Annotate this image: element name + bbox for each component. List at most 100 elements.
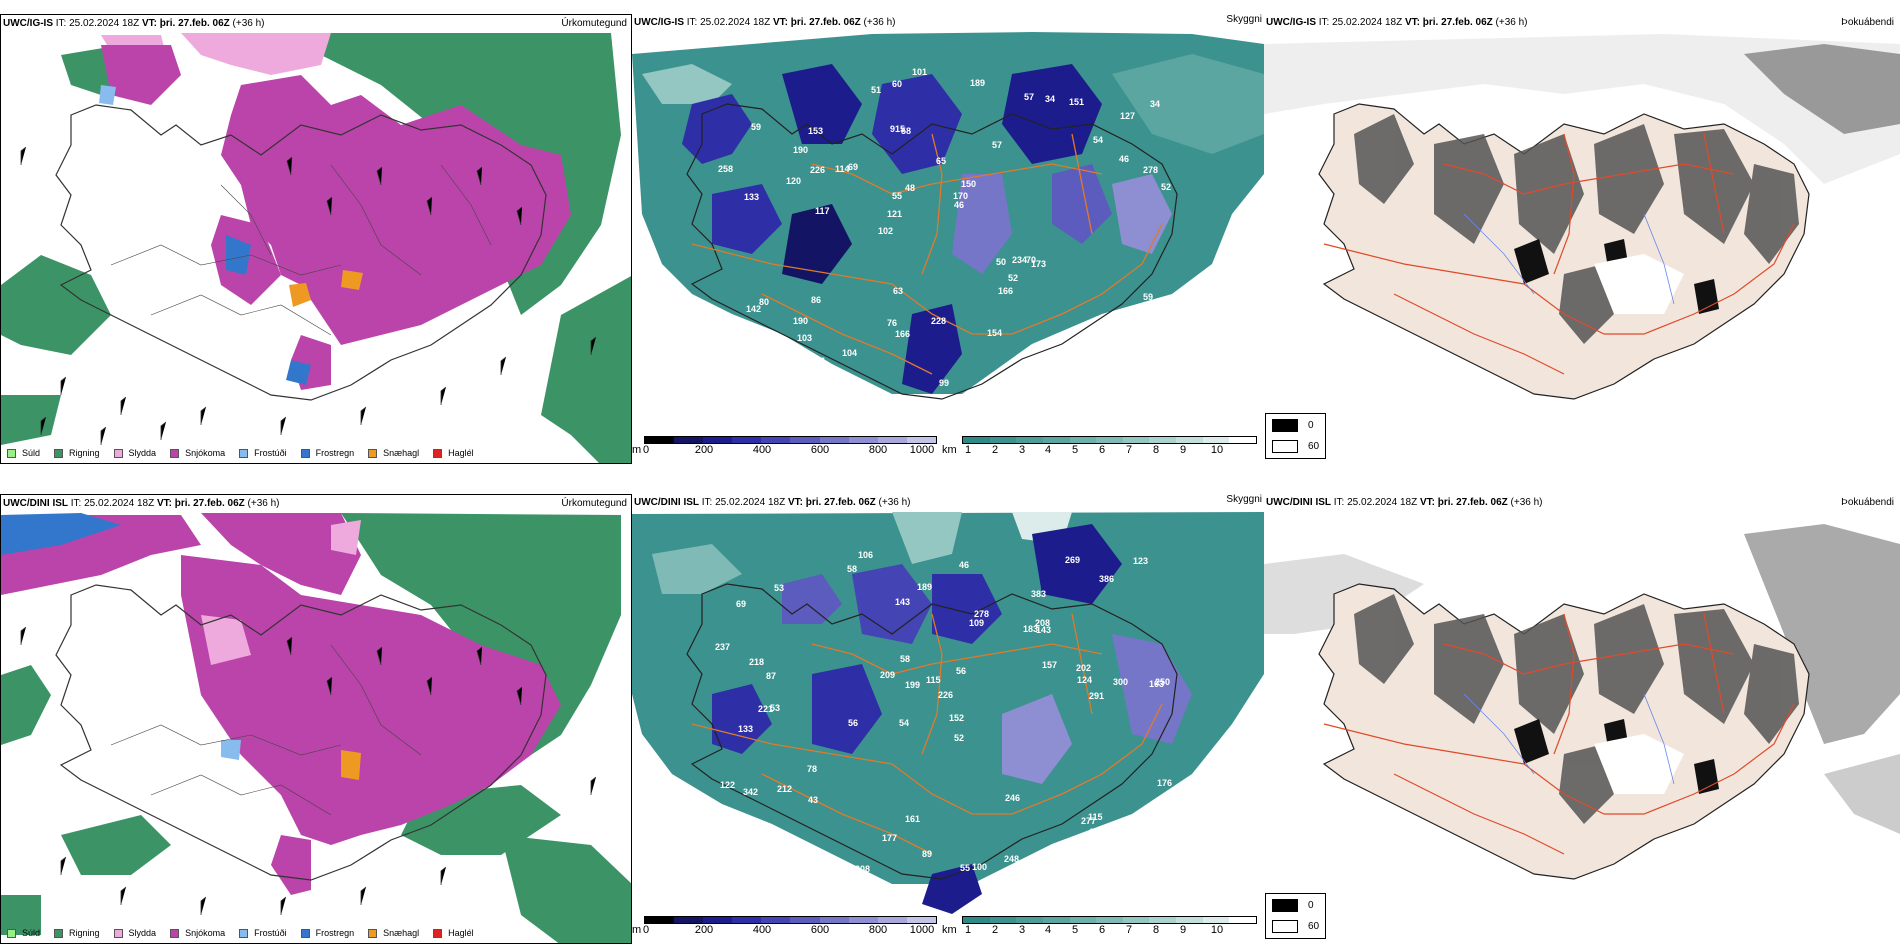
ceiling-peak-label: 234 (1012, 255, 1027, 265)
ceiling-peak-label: 248 (1004, 854, 1019, 864)
ceiling-peak-label: 85 (1107, 325, 1117, 335)
visibility-tick: 1 (964, 924, 972, 936)
precip-type-panel-ig: UWC/IG-IS IT: 25.02.2024 18Z VT: þri. 27… (0, 14, 632, 464)
ceiling-peak-label: 78 (807, 764, 817, 774)
ceiling-peak-label: 69 (736, 599, 746, 609)
ceiling-peak-label: 48 (905, 183, 915, 193)
colorbar-swatch (1042, 437, 1070, 443)
precip-type-map (1, 15, 631, 463)
ceiling-peak-label: 199 (905, 680, 920, 690)
legend-swatch (300, 448, 310, 458)
ceiling-peak-label: 124 (1077, 675, 1092, 685)
ceiling-tick: 600 (810, 444, 830, 456)
ceiling-peak-label: 58 (901, 126, 911, 136)
colorbar-swatch (645, 437, 675, 443)
legend-item: Slydda (113, 448, 156, 458)
ceiling-peak-label: 184 (726, 377, 741, 387)
ceiling-colorbar-swatches (644, 916, 937, 924)
ceiling-peak-label: 68 (766, 365, 776, 375)
ceiling-peak-label: 221 (730, 367, 745, 377)
ceiling-peak-label: 150 (961, 179, 976, 189)
valid-time-label: VT: (787, 497, 803, 508)
panel-title: Úrkomutegund (561, 18, 627, 29)
ceiling-peak-label: 51 (871, 85, 881, 95)
ceiling-peak-label: 99 (939, 378, 949, 388)
ceiling-tick: 600 (810, 924, 830, 936)
ceiling-peak-label: 46 (954, 200, 964, 210)
valid-time: þri. 27.feb. 06Z (787, 17, 861, 28)
ceiling-peak-label: 56 (848, 718, 858, 728)
ceiling-peak-label: 127 (1120, 111, 1135, 121)
ceiling-peak-label: 80 (759, 297, 769, 307)
ceiling-colorbar: m 0 200 400 600 800 1000 (632, 436, 937, 460)
legend-item: Snjókoma (170, 928, 225, 938)
ceiling-peak-label: 54 (1093, 135, 1103, 145)
legend-label: Snjókoma (185, 928, 226, 938)
colorbar-swatch (732, 917, 762, 923)
colorbar-swatch (761, 917, 791, 923)
ceiling-peak-label: 63 (893, 286, 903, 296)
colorbar-swatch (703, 917, 733, 923)
ceiling-peak-label: 133 (744, 192, 759, 202)
ceiling-peak-label: 237 (715, 642, 730, 652)
legend-label: Snæhagl (383, 448, 420, 458)
ceiling-peak-label: 57 (1024, 92, 1034, 102)
visibility-tick: 10 (1210, 924, 1224, 936)
fog-legend-swatch (1272, 899, 1298, 912)
precip-legend: Súld Rigning Slydda Snjókoma Frostúði Fr… (7, 448, 488, 458)
ceiling-peak-label: 278 (1143, 165, 1158, 175)
ceiling-peak-label: 166 (998, 286, 1013, 296)
ceiling-peak-label: 342 (743, 787, 758, 797)
valid-time: þri. 27.feb. 06Z (171, 498, 245, 509)
legend-swatch (170, 928, 180, 938)
ceiling-peak-labels: 229 133 127 102 57 68 915 65 80 69 88 103 58 150 173 59… (718, 67, 1171, 392)
valid-time: þri. 27.feb. 06Z (1419, 17, 1493, 28)
ceiling-peak-label: 53 (770, 703, 780, 713)
ceiling-peak-label: 65 (936, 156, 946, 166)
colorbar-swatch (1096, 437, 1123, 443)
fog-indicator-map (1264, 494, 1900, 914)
ceiling-peak-label: 62 (1076, 360, 1086, 370)
colorbar-swatch (1069, 917, 1097, 923)
model-name: UWC/DINI ISL (1266, 497, 1331, 508)
ceiling-peak-label: 209 (880, 670, 895, 680)
fog-legend-label: 60 (1308, 921, 1320, 932)
legend-label: Frostregn (315, 928, 355, 938)
legend-item: Slydda (113, 928, 156, 938)
ceiling-peak-label: 221 (758, 704, 773, 714)
ceiling-peak-label: 109 (969, 618, 984, 628)
ceiling-peak-label: 142 (746, 304, 761, 314)
ceiling-peak-label: 69 (848, 162, 858, 172)
panel-header: UWC/DINI ISL IT: 25.02.2024 18Z VT: þri.… (1266, 497, 1543, 508)
ceiling-peak-label: 212 (777, 784, 792, 794)
init-time: IT: 25.02.2024 18Z (1316, 17, 1405, 28)
legend-label: Haglél (448, 448, 474, 458)
ceiling-peak-label: 269 (1065, 555, 1080, 565)
ceiling-peak-label: 104 (1089, 827, 1104, 837)
colorbar-swatch (848, 437, 878, 443)
visibility-colorbar: km 1 2 3 4 5 6 7 8 9 10 (942, 436, 1257, 460)
ceiling-peak-label: 229 (1112, 360, 1127, 370)
model-name: UWC/DINI ISL (3, 498, 68, 509)
ceiling-peak-label: 87 (766, 671, 776, 681)
visibility-tick: 6 (1098, 924, 1106, 936)
ceiling-peak-label: 115 (926, 675, 941, 685)
ceiling-peak-label: 34 (1150, 99, 1160, 109)
ceiling-peak-label: 59 (1143, 292, 1153, 302)
ceiling-peak-label: 54 (899, 718, 909, 728)
init-time: IT: 25.02.2024 18Z (699, 497, 788, 508)
ceiling-peak-label: 226 (938, 690, 953, 700)
visibility-unit: km (942, 924, 957, 936)
ceiling-peak-label: 356 (810, 356, 825, 366)
colorbar-swatch (1122, 437, 1150, 443)
legend-item: Frostúði (239, 448, 287, 458)
visibility-tick: 2 (991, 444, 999, 456)
ceiling-peak-label: 86 (811, 295, 821, 305)
ceiling-peak-label: 121 (887, 209, 902, 219)
colorbar-swatch (1176, 437, 1203, 443)
legend-swatch (113, 928, 123, 938)
ceiling-colorbar: m 0 200 400 600 800 1000 (632, 916, 937, 940)
ceiling-peak-label: 103 (1149, 679, 1164, 689)
ceiling-peak-label: 291 (1089, 691, 1104, 701)
